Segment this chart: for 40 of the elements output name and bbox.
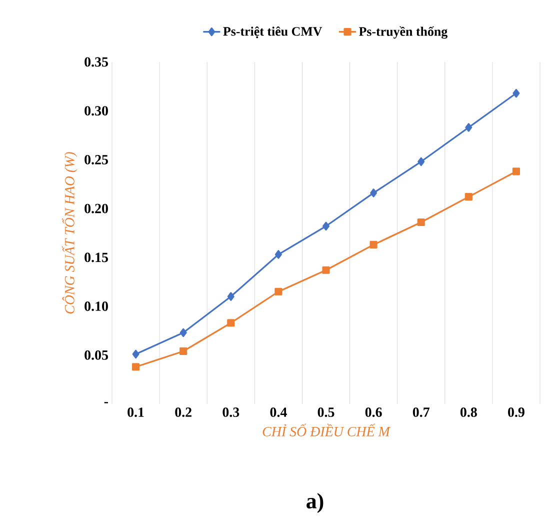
y-tick-label: 0.05 <box>84 350 108 360</box>
text: a) <box>306 493 324 513</box>
point <box>227 292 234 301</box>
x-tick-label: 0.6 <box>365 408 382 417</box>
point <box>465 123 472 132</box>
y-tick-label: 0.25 <box>84 154 108 164</box>
point <box>322 222 330 231</box>
point <box>180 328 187 338</box>
point <box>417 218 425 226</box>
point <box>132 350 140 359</box>
y-tick-label: 0.15 <box>84 252 108 262</box>
x-tick-label: 0.3 <box>222 408 240 417</box>
x-axis-title: CHỈ SỐ ĐIỀU CHẾ M <box>262 424 391 436</box>
point <box>418 157 425 166</box>
point <box>464 193 472 201</box>
point <box>274 250 282 259</box>
point <box>322 266 330 274</box>
x-tick-label: 0.9 <box>508 408 524 417</box>
point <box>370 188 378 198</box>
x-tick-label: 0.2 <box>175 408 192 417</box>
y-axis-title: CÔNG SUẤT TỔN HAO (W) <box>62 152 78 314</box>
legend-label: Ps-triệt tiêu CMV <box>223 26 322 38</box>
x-tick-label: 0.8 <box>460 408 477 417</box>
y-tick-label: 0.35 <box>84 57 108 67</box>
point <box>227 319 235 327</box>
point <box>274 288 282 296</box>
y-tick-label: 0.30 <box>84 106 108 116</box>
x-tick-label: 0.7 <box>412 408 430 417</box>
x-tick-label: 0.5 <box>318 408 334 417</box>
y-tick-label: 0.20 <box>84 204 108 214</box>
point <box>512 168 520 176</box>
y-tick-label: 0.10 <box>84 302 108 312</box>
legend-label: Ps-truyền thống <box>358 26 448 39</box>
point <box>132 363 140 371</box>
x-tick-label: 0.1 <box>128 408 144 417</box>
point <box>370 240 378 248</box>
y-tick-label: - <box>104 402 108 404</box>
point <box>180 347 188 356</box>
x-tick-label: 0.4 <box>270 408 287 417</box>
point <box>512 88 520 98</box>
